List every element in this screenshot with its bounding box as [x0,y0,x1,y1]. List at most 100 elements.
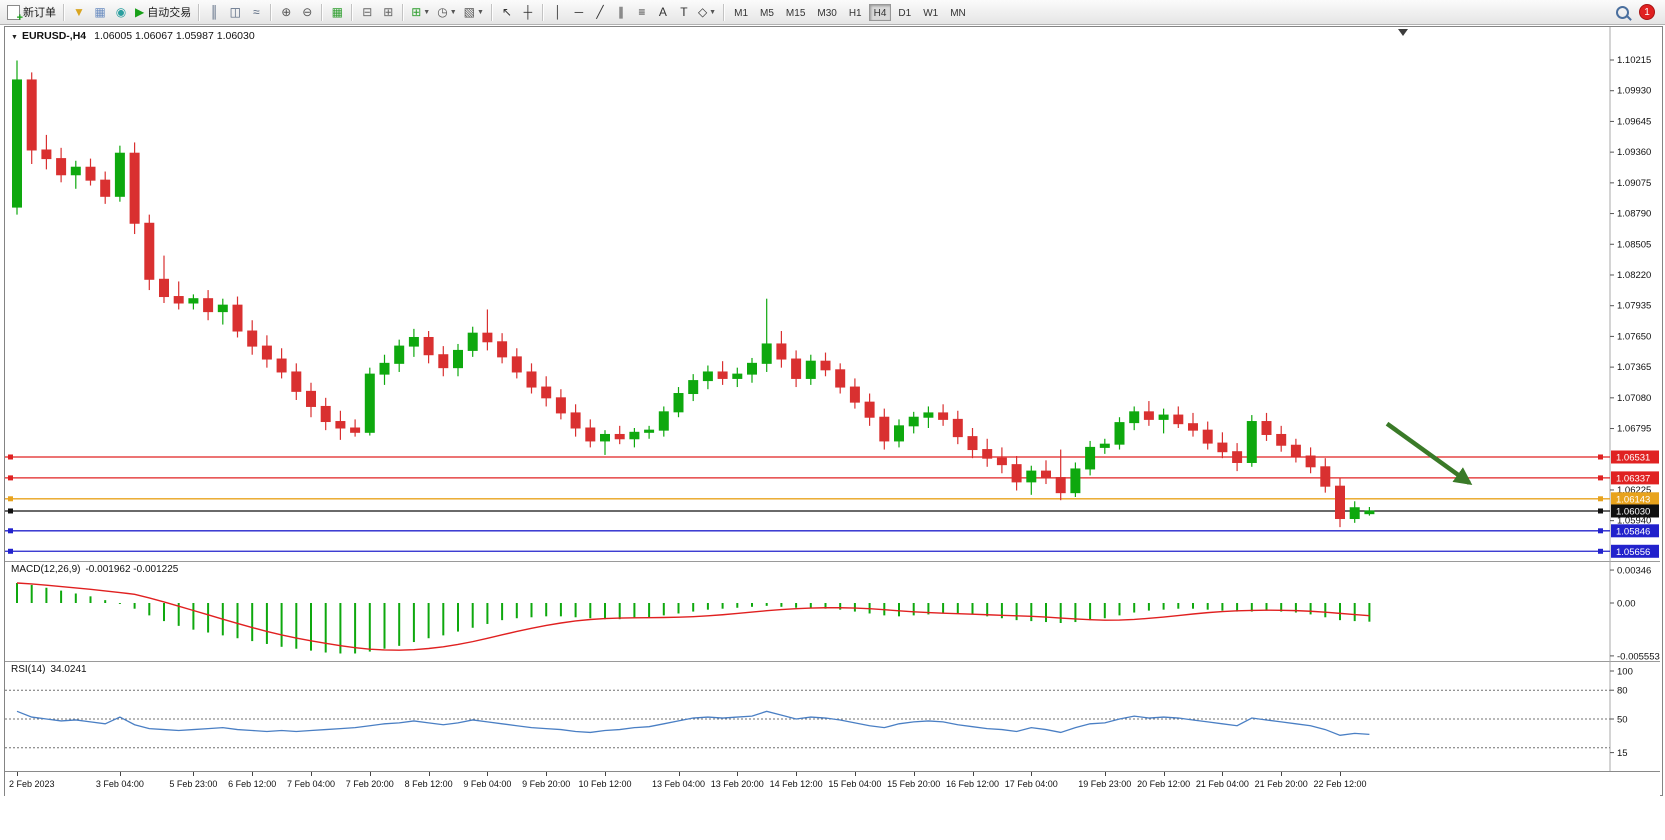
horizontal-line-tool-button[interactable]: ─ [569,2,589,22]
search-icon [1615,5,1629,19]
timeframe-button-mn[interactable]: MN [945,4,971,21]
vertical-line-icon: │ [554,5,562,19]
profiles-button[interactable]: ◷ ▼ [434,2,459,22]
svg-text:0.00346: 0.00346 [1617,566,1651,577]
candlestick-chart-button[interactable]: ◫ [225,2,245,22]
toolbar-separator [351,3,354,21]
text-tool-icon: A [658,5,667,19]
time-axis-tick [311,772,312,776]
fibonacci-icon: ≡ [638,5,646,19]
trendline-tool-button[interactable]: ╱ [590,2,610,22]
time-axis-tick [119,772,121,776]
trendline-icon: ╱ [596,5,604,19]
price-badge: 1.06030 [1616,506,1650,517]
search-button[interactable] [1612,2,1632,22]
arrange-windows-button[interactable]: ⊞ [378,2,398,22]
tile-windows-icon: ▦ [331,5,343,19]
auto-trading-label: 自动交易 [147,7,192,19]
timeframe-button-m5[interactable]: M5 [755,4,779,21]
candlestick-series [12,60,1375,528]
timeframe-button-h4[interactable]: H4 [868,3,892,21]
cascade-windows-icon: ⊟ [362,5,373,19]
macd-indicator-title: MACD(12,26,9) -0.001962 -0.001225 [11,564,178,575]
label-tool-button[interactable]: T [674,2,694,22]
auto-trading-button[interactable]: ▶ 自动交易 [132,2,194,22]
auto-trading-icon: ▶ [135,5,145,19]
candlestick-chart-icon: ◫ [229,5,241,19]
zoom-out-icon: ⊖ [302,5,313,19]
svg-text:-0.005553: -0.005553 [1617,651,1660,661]
crosshair-icon: ┼ [523,5,533,19]
svg-text:1.09645: 1.09645 [1617,116,1651,127]
time-axis-tick [1163,772,1165,776]
line-chart-button[interactable]: ≈ [246,2,266,22]
chevron-down-icon: ▼ [449,8,457,16]
indicators-icon: ▧ [463,5,475,19]
timeframe-button-m30[interactable]: M30 [812,4,841,21]
svg-text:1.09930: 1.09930 [1617,86,1651,97]
time-axis-label: 9 Feb 04:00 [463,779,512,789]
vertical-line-tool-button[interactable]: │ [548,2,568,22]
shapes-tool-button[interactable]: ◇ ▼ [695,2,719,22]
timeframe-button-h1[interactable]: H1 [844,4,867,21]
rsi-value: 34.0241 [50,664,87,675]
time-axis-label: 15 Feb 04:00 [828,779,882,789]
macd-values: -0.001962 -0.001225 [85,564,179,575]
crosshair-tool-button[interactable]: ┼ [518,2,538,22]
notification-badge[interactable]: 1 [1639,4,1655,20]
time-axis-tick [737,772,739,776]
time-axis-tick [796,772,798,776]
time-axis-tick [546,772,548,776]
macd-panel-canvas[interactable]: 0.00346 0.00 -0.005553 [5,561,1660,661]
channel-tool-button[interactable]: ∥ [611,2,631,22]
navigator-button[interactable]: ◉ [111,2,131,22]
chevron-down-icon: ▼ [709,8,717,16]
data-window-button[interactable]: ▦ [90,2,110,22]
market-watch-button[interactable]: ▼ [69,2,89,22]
timeframe-toolbar: M1 M5 M15 M30 H1 H4 D1 W1 MN [729,3,971,21]
timeframe-button-w1[interactable]: W1 [918,4,943,21]
time-axis-label: 5 Feb 23:00 [169,779,218,789]
timeframe-button-d1[interactable]: D1 [893,4,916,21]
new-order-icon [7,4,23,24]
toolbar-separator [198,3,201,21]
price-chart-canvas[interactable]: 1.10215 1.09930 1.09645 1.09360 1.09075 1.087… [5,27,1660,561]
new-order-button[interactable]: 新订单 [4,2,59,24]
rsi-line [16,710,1370,736]
timeframe-button-m1[interactable]: M1 [729,4,753,21]
time-axis-tick [369,772,371,776]
zoom-out-button[interactable]: ⊖ [297,2,317,22]
rsi-panel-canvas[interactable]: 100 80 50 15 [5,661,1660,771]
label-tool-icon: T [680,5,688,19]
text-tool-button[interactable]: A [653,2,673,22]
tile-windows-button[interactable]: ▦ [327,2,347,22]
time-axis-label: 14 Feb 12:00 [769,779,823,789]
cursor-tool-button[interactable]: ↖ [497,2,517,22]
channel-icon: ∥ [617,5,624,19]
trend-arrow-annotation[interactable] [1385,421,1473,486]
svg-text:1.05940: 1.05940 [1617,516,1651,527]
indicators-button[interactable]: ▧ ▼ [461,2,487,22]
cascade-windows-button[interactable]: ⊟ [357,2,377,22]
chart-shift-marker[interactable] [1398,29,1408,36]
toolbar-separator [270,3,273,21]
time-axis-label: 10 Feb 12:00 [578,779,632,789]
profiles-icon: ◷ [437,5,448,19]
new-chart-button[interactable]: ⊞ ▼ [408,2,433,22]
macd-signal-line [16,582,1370,651]
svg-text:1.06795: 1.06795 [1617,424,1651,435]
zoom-in-button[interactable]: ⊕ [276,2,296,22]
cursor-icon: ↖ [501,5,512,19]
time-axis[interactable]: 2 Feb 2023 3 Feb 04:00 5 Feb 23:00 6 Feb 12… [5,771,1660,796]
line-chart-icon: ≈ [252,5,260,19]
bar-chart-button[interactable]: ║ [204,2,224,22]
svg-text:15: 15 [1617,748,1628,759]
toolbar-separator [723,3,726,21]
fibonacci-tool-button[interactable]: ≡ [632,2,652,22]
navigator-icon: ◉ [115,5,127,19]
collapse-icon[interactable]: ▼ [11,34,18,41]
time-axis-tick [972,772,974,776]
timeframe-button-m15[interactable]: M15 [781,4,810,21]
time-axis-tick [605,772,606,776]
time-axis-label: 19 Feb 23:00 [1078,779,1132,789]
